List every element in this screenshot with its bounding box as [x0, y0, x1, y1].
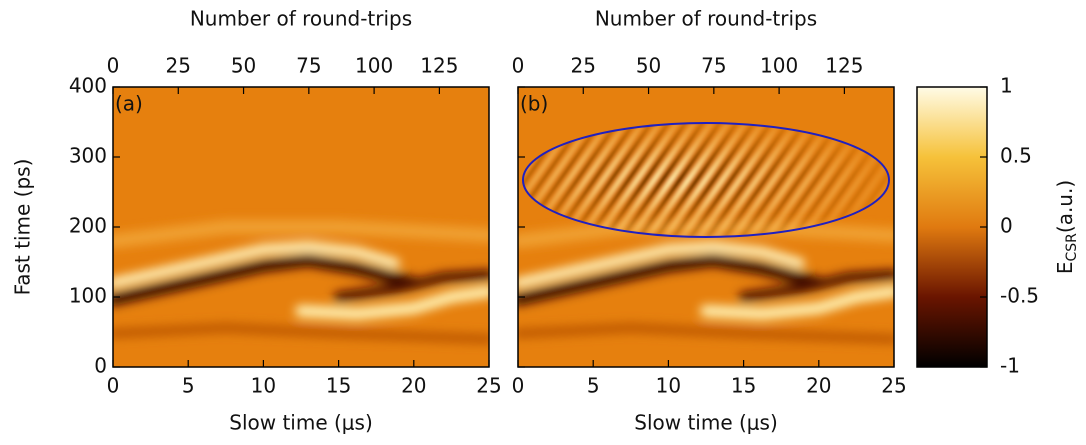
heatmap: [518, 87, 894, 367]
y-tick-label: 400: [69, 74, 107, 98]
x-tick-label: 0: [107, 374, 120, 398]
x2-tick-label: 25: [166, 54, 191, 78]
x-tick-label: 15: [731, 374, 756, 398]
x-tick-label: 25: [881, 374, 906, 398]
fringes: [518, 87, 894, 367]
field-band: [295, 285, 489, 320]
heatmap: [113, 87, 489, 367]
x-tick-label: 10: [251, 374, 276, 398]
colorbar-tick-label: 0: [1000, 214, 1013, 238]
x2-tick-label: 75: [296, 54, 321, 78]
x2-tick-label: 50: [636, 54, 661, 78]
colorbar-tick-label: -0.5: [1000, 284, 1039, 308]
y-tick-label: 300: [69, 144, 107, 168]
x-axis-title: Slow time (μs): [229, 411, 373, 435]
field-band: [113, 322, 489, 344]
x2-tick-label: 75: [701, 54, 726, 78]
x-tick-label: 20: [401, 374, 426, 398]
y-tick-label: 100: [69, 284, 107, 308]
y-tick-label: 200: [69, 214, 107, 238]
colorbar-tick-label: -1: [1000, 354, 1020, 378]
colorbar-tick-label: 1: [1000, 74, 1013, 98]
x-tick-label: 15: [326, 374, 351, 398]
colorbar-title-main: E: [1053, 262, 1077, 275]
y-tick-label: 0: [94, 354, 107, 378]
x-axis-title: Slow time (μs): [634, 411, 778, 435]
colorbar-title-suffix: (a.u.): [1053, 180, 1077, 233]
colorbar-title: ECSR(a.u.): [1053, 180, 1081, 274]
x-tick-label: 20: [806, 374, 831, 398]
field-band: [113, 241, 400, 288]
x2-tick-label: 125: [420, 54, 458, 78]
x2-tick-label: 125: [825, 54, 863, 78]
x2-axis-title: Number of round-trips: [595, 7, 817, 31]
colorbar-title-sub: CSR: [1064, 233, 1080, 262]
x-tick-label: 5: [182, 374, 195, 398]
panel-label: (b): [520, 92, 548, 116]
field-band: [113, 220, 489, 248]
x-tick-label: 10: [656, 374, 681, 398]
colorbar: [916, 86, 988, 368]
x2-tick-label: 100: [355, 54, 393, 78]
highlight-ellipse: [522, 122, 890, 238]
x2-tick-label: 0: [107, 54, 120, 78]
field-band: [113, 254, 420, 306]
field-bands: [113, 220, 489, 344]
x-tick-label: 5: [587, 374, 600, 398]
x2-tick-label: 25: [571, 54, 596, 78]
x-tick-label: 25: [476, 374, 501, 398]
field-band: [333, 269, 489, 302]
x-tick-label: 0: [512, 374, 525, 398]
x2-tick-label: 50: [231, 54, 256, 78]
y-axis-title: Fast time (ps): [11, 159, 35, 296]
panel-label: (a): [115, 92, 143, 116]
x2-tick-label: 0: [512, 54, 525, 78]
x2-axis-title: Number of round-trips: [190, 7, 412, 31]
x2-tick-label: 100: [760, 54, 798, 78]
colorbar-tick-label: 0.5: [1000, 144, 1032, 168]
